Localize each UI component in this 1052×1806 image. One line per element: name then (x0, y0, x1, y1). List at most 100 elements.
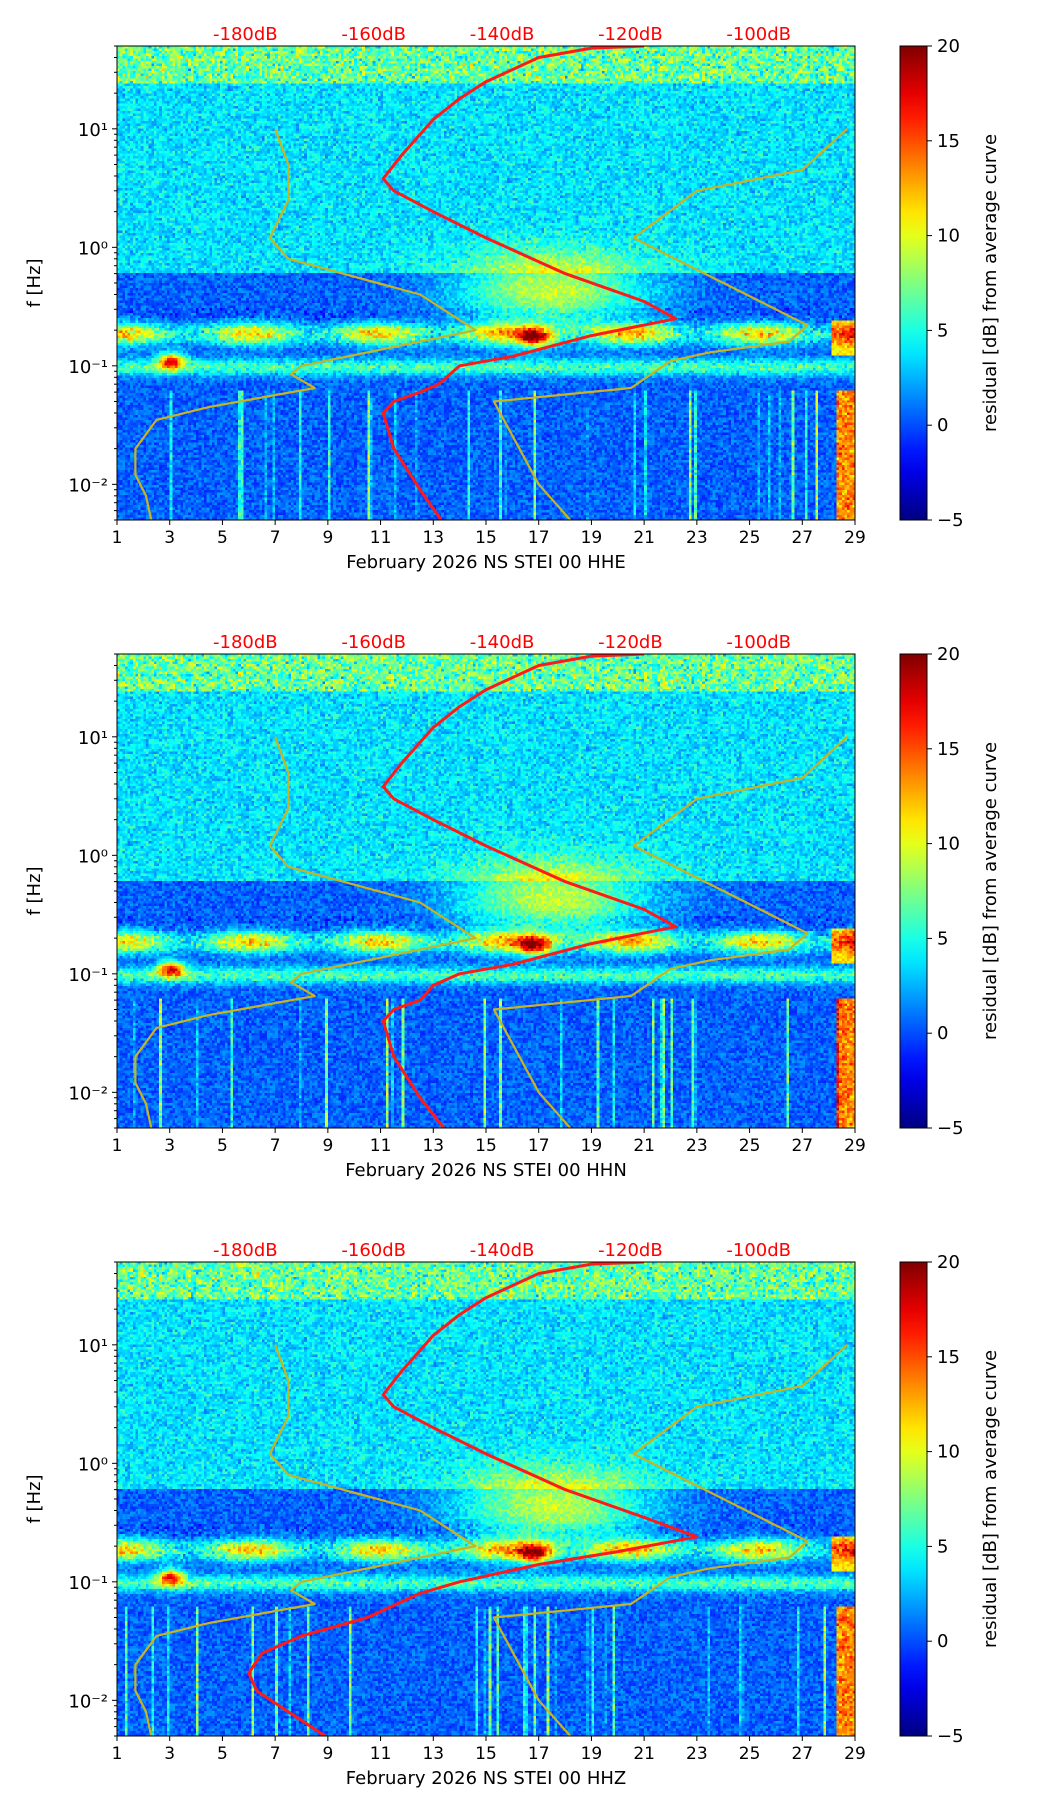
x-tick-label: 9 (322, 1744, 333, 1764)
top-db-label: -180dB (213, 632, 278, 653)
colorbar-tick-label: 5 (937, 320, 948, 341)
colorbar-tick-label: 5 (937, 928, 948, 949)
top-db-label: -180dB (213, 1240, 278, 1261)
colorbar-gradient (899, 1261, 928, 1737)
x-tick-label: 1 (112, 528, 123, 548)
x-tick-label: 17 (528, 1744, 550, 1764)
spectrogram-heatmap (117, 46, 855, 520)
x-tick-label: 13 (422, 528, 444, 548)
top-db-label: -140dB (470, 632, 535, 653)
y-tick-label: 10⁻² (68, 1691, 108, 1712)
spectrogram-heatmap (117, 1262, 855, 1736)
x-tick-label: 19 (581, 528, 603, 548)
x-tick-label: 15 (475, 1744, 497, 1764)
top-db-label: -100dB (726, 24, 791, 45)
top-db-label: -180dB (213, 24, 278, 45)
x-tick-label: 11 (370, 1744, 392, 1764)
x-tick-label: 9 (322, 528, 333, 548)
x-tick-label: 27 (791, 528, 813, 548)
colorbar-tick-label: 15 (937, 739, 960, 760)
colorbar-tick-label: −5 (937, 510, 964, 531)
x-tick-label: 9 (322, 1136, 333, 1156)
x-tick-label: 27 (791, 1744, 813, 1764)
x-tick-label: 1 (112, 1136, 123, 1156)
x-tick-label: 13 (422, 1136, 444, 1156)
colorbar-tick-label: 10 (937, 1442, 960, 1463)
red-psd-curve (381, 654, 678, 1128)
top-db-label: -120dB (598, 632, 663, 653)
x-tick-label: 5 (217, 1136, 228, 1156)
yellow-noise-model-curve (134, 1344, 477, 1736)
y-tick-label: 10⁻² (68, 475, 108, 496)
x-tick-label: 3 (164, 1744, 175, 1764)
colorbar-tick-label: 15 (937, 1347, 960, 1368)
top-db-label: -160dB (341, 632, 406, 653)
x-tick-label: 29 (844, 1136, 866, 1156)
x-tick-label: 29 (844, 1744, 866, 1764)
colorbar-tick-label: 0 (937, 1631, 948, 1652)
y-tick-label: 10⁻¹ (68, 1573, 108, 1594)
x-tick-label: 21 (633, 528, 655, 548)
y-tick-label: 10⁻² (68, 1083, 108, 1104)
x-tick-label: 15 (475, 1136, 497, 1156)
red-psd-curve (247, 1262, 699, 1736)
x-tick-label: 1 (112, 1744, 123, 1764)
colorbar-tick-label: −5 (937, 1726, 964, 1747)
x-tick-label: 19 (581, 1136, 603, 1156)
y-axis-label: f [Hz] (24, 866, 45, 915)
x-axis-label: February 2026 NS STEI 00 HHE (346, 552, 626, 573)
y-tick-label: 10¹ (78, 1336, 108, 1357)
colorbar-tick-label: 0 (937, 1023, 948, 1044)
colorbar-label: residual [dB] from average curve (980, 1350, 1001, 1648)
colorbar: −5 0 5 10 15 20 residual [dB] from average cur… (899, 644, 1001, 1139)
yellow-noise-model-curve (492, 735, 848, 1128)
x-tick-label: 25 (739, 528, 761, 548)
x-axis-label: February 2026 NS STEI 00 HHZ (346, 1768, 626, 1789)
y-tick-label: 10⁻¹ (68, 965, 108, 986)
x-tick-label: 17 (528, 528, 550, 548)
spectrogram-heatmap (117, 654, 855, 1128)
x-tick-label: 23 (686, 1744, 708, 1764)
y-tick-label: 10¹ (78, 120, 108, 141)
yellow-noise-model-curve (492, 1343, 848, 1736)
x-tick-label: 7 (270, 528, 281, 548)
top-db-label: -120dB (598, 24, 663, 45)
y-axis-label: f [Hz] (24, 258, 45, 307)
colorbar: −5 0 5 10 15 20 residual [dB] from average cur… (899, 1252, 1001, 1747)
colorbar-label: residual [dB] from average curve (980, 742, 1001, 1040)
x-tick-label: 11 (370, 528, 392, 548)
x-tick-label: 21 (633, 1744, 655, 1764)
colorbar-tick-label: 10 (937, 226, 960, 247)
x-tick-label: 19 (581, 1744, 603, 1764)
yellow-noise-model-curve (492, 127, 848, 520)
colorbar-tick-label: −5 (937, 1118, 964, 1139)
colorbar-tick-label: 20 (937, 644, 960, 665)
y-tick-label: 10¹ (78, 728, 108, 749)
y-tick-label: 10⁰ (78, 1454, 108, 1475)
x-tick-label: 25 (739, 1136, 761, 1156)
colorbar: −5 0 5 10 15 20 residual [dB] from average cur… (899, 36, 1001, 531)
yellow-noise-model-curve (134, 128, 477, 520)
colorbar-tick-label: 5 (937, 1536, 948, 1557)
x-tick-label: 27 (791, 1136, 813, 1156)
x-tick-label: 23 (686, 1136, 708, 1156)
x-tick-label: 29 (844, 528, 866, 548)
top-db-label: -100dB (726, 1240, 791, 1261)
x-tick-label: 17 (528, 1136, 550, 1156)
red-psd-curve (381, 46, 678, 520)
x-tick-label: 5 (217, 528, 228, 548)
top-db-label: -100dB (726, 632, 791, 653)
x-tick-label: 11 (370, 1136, 392, 1156)
colorbar-tick-label: 15 (937, 131, 960, 152)
x-tick-label: 5 (217, 1744, 228, 1764)
x-tick-label: 15 (475, 528, 497, 548)
y-tick-label: 10⁻¹ (68, 357, 108, 378)
y-tick-label: 10⁰ (78, 846, 108, 867)
x-axis-label: February 2026 NS STEI 00 HHN (345, 1160, 627, 1181)
colorbar-gradient (899, 45, 928, 521)
x-tick-label: 3 (164, 1136, 175, 1156)
colorbar-tick-label: 20 (937, 1252, 960, 1273)
x-tick-label: 3 (164, 528, 175, 548)
